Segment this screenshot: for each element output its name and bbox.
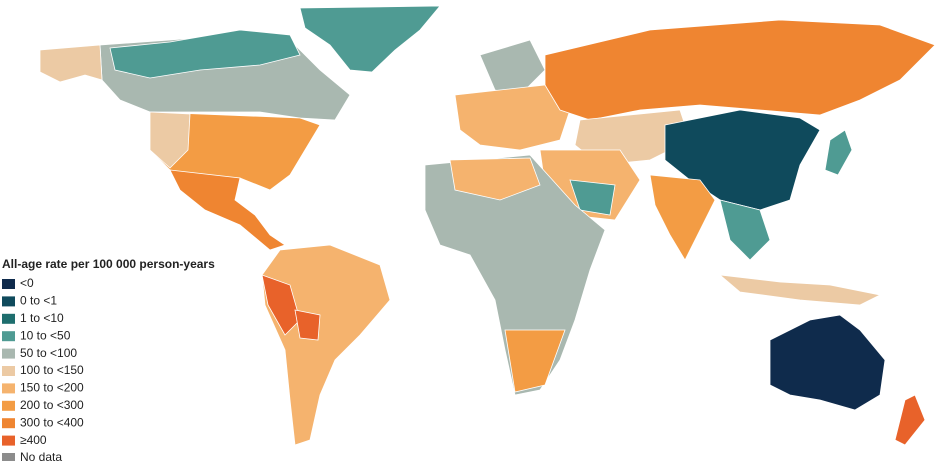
legend-label: 300 to <400 [20, 415, 84, 429]
australia [769, 314, 886, 411]
peru [261, 274, 301, 336]
legend-swatch [2, 296, 15, 307]
russia [544, 19, 936, 121]
greenland [299, 5, 441, 73]
canada-north [109, 29, 301, 79]
usa [149, 111, 321, 191]
legend-label: 50 to <100 [20, 346, 77, 360]
se-asia [719, 199, 771, 261]
alaska [39, 44, 103, 83]
legend-swatch [2, 453, 15, 461]
southern-africa [504, 329, 566, 393]
legend-swatch [2, 366, 15, 376]
legend-swatch [2, 348, 15, 359]
legend-label: 100 to <150 [20, 363, 84, 377]
south-america [261, 244, 391, 446]
japan [824, 129, 853, 176]
indonesia [718, 274, 882, 306]
legend-label: 200 to <300 [20, 398, 84, 412]
legend-label: <0 [20, 276, 34, 290]
legend-label: ≥400 [20, 433, 47, 447]
countries [39, 5, 936, 446]
scandinavia [479, 39, 546, 96]
legend-background [0, 254, 210, 461]
india [649, 174, 716, 261]
legend-label: 1 to <10 [20, 311, 64, 325]
legend-swatch [2, 400, 15, 411]
legend-label: 0 to <1 [20, 294, 57, 308]
legend-swatch [2, 383, 15, 394]
usa-west [149, 111, 191, 169]
legend-swatch [2, 313, 15, 324]
bolivia [294, 309, 321, 341]
new-zealand [894, 394, 926, 446]
legend-label: No data [20, 450, 62, 461]
legend-swatch [2, 279, 15, 289]
mexico [169, 169, 286, 251]
north-africa [449, 157, 541, 201]
legend-swatch [2, 418, 15, 429]
legend-label: 150 to <200 [20, 381, 84, 395]
legend-swatch [2, 331, 15, 342]
legend-label: 10 to <50 [20, 328, 71, 342]
legend-title: All-age rate per 100 000 person-years [2, 257, 215, 271]
saudi-arabia [569, 179, 616, 216]
legend-swatch [2, 435, 15, 446]
